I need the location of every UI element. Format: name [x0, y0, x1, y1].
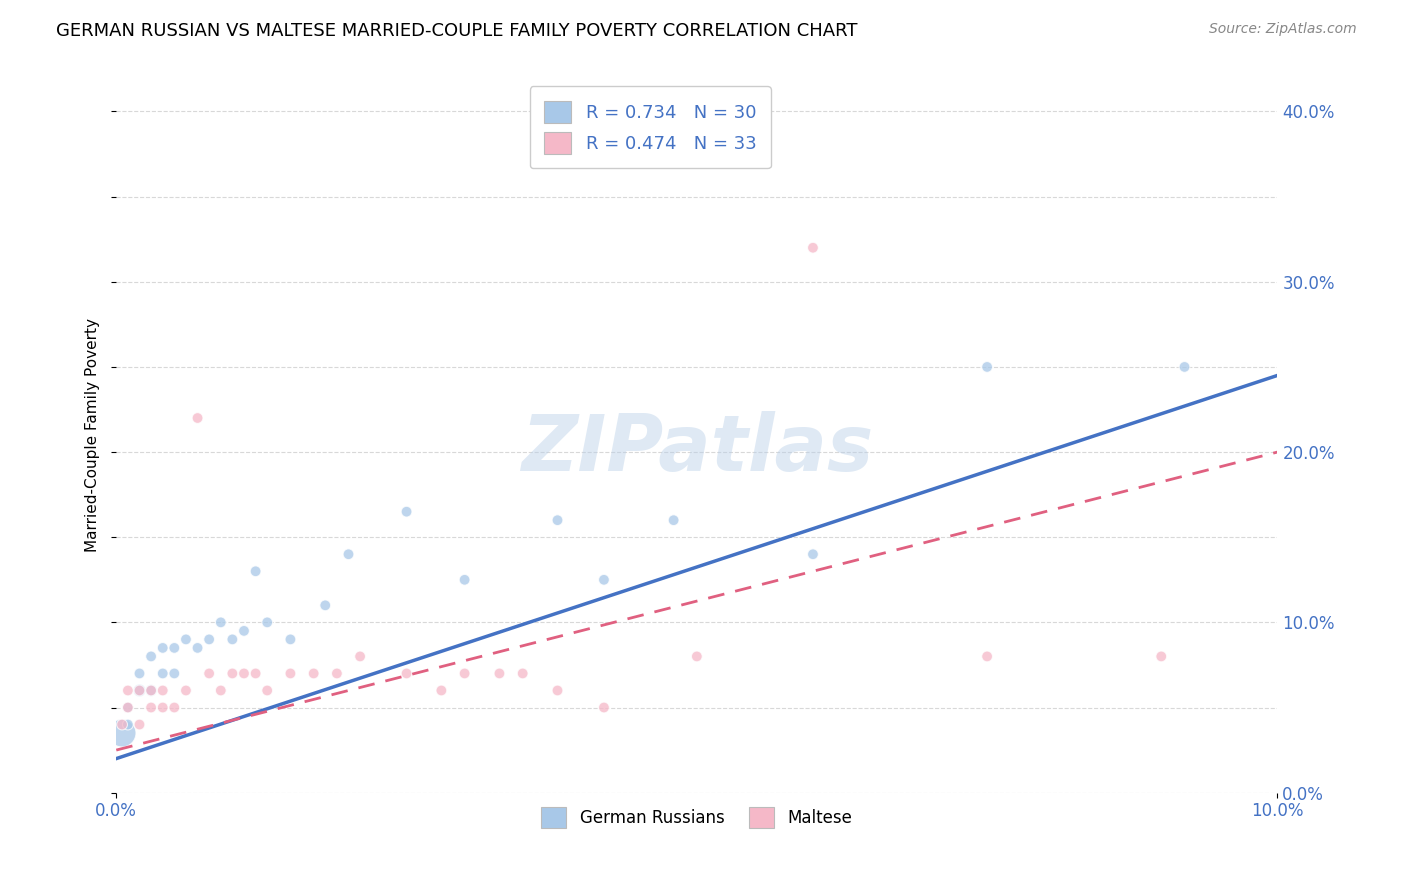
Point	[976, 359, 998, 374]
Point	[152, 640, 174, 655]
Point	[221, 632, 243, 647]
Text: GERMAN RUSSIAN VS MALTESE MARRIED-COUPLE FAMILY POVERTY CORRELATION CHART: GERMAN RUSSIAN VS MALTESE MARRIED-COUPLE…	[56, 22, 858, 40]
Point	[245, 666, 267, 681]
Point	[395, 505, 418, 519]
Point	[152, 666, 174, 681]
Point	[111, 726, 134, 740]
Point	[163, 666, 186, 681]
Point	[801, 241, 824, 255]
Point	[1150, 649, 1173, 664]
Point	[488, 666, 510, 681]
Point	[174, 683, 197, 698]
Text: ZIPatlas: ZIPatlas	[520, 411, 873, 487]
Point	[453, 666, 475, 681]
Point	[662, 513, 685, 527]
Point	[152, 683, 174, 698]
Point	[198, 632, 221, 647]
Point	[337, 547, 360, 561]
Point	[976, 649, 998, 664]
Point	[326, 666, 349, 681]
Point	[117, 700, 139, 714]
Point	[117, 717, 139, 731]
Point	[280, 632, 302, 647]
Point	[349, 649, 371, 664]
Point	[1173, 359, 1195, 374]
Point	[139, 700, 162, 714]
Point	[686, 649, 709, 664]
Point	[209, 683, 232, 698]
Point	[314, 599, 336, 613]
Point	[117, 683, 139, 698]
Point	[233, 666, 256, 681]
Text: Source: ZipAtlas.com: Source: ZipAtlas.com	[1209, 22, 1357, 37]
Point	[256, 615, 278, 630]
Point	[245, 564, 267, 578]
Point	[163, 700, 186, 714]
Point	[395, 666, 418, 681]
Point	[221, 666, 243, 681]
Point	[117, 700, 139, 714]
Point	[128, 683, 150, 698]
Point	[801, 547, 824, 561]
Point	[593, 573, 616, 587]
Point	[593, 700, 616, 714]
Point	[430, 683, 453, 698]
Point	[139, 649, 162, 664]
Point	[174, 632, 197, 647]
Point	[209, 615, 232, 630]
Point	[139, 683, 162, 698]
Point	[233, 624, 256, 638]
Point	[256, 683, 278, 698]
Point	[187, 411, 209, 425]
Point	[128, 683, 150, 698]
Point	[111, 717, 134, 731]
Legend: German Russians, Maltese: German Russians, Maltese	[534, 801, 859, 834]
Point	[128, 666, 150, 681]
Point	[453, 573, 475, 587]
Point	[163, 640, 186, 655]
Point	[198, 666, 221, 681]
Point	[280, 666, 302, 681]
Point	[139, 683, 162, 698]
Point	[512, 666, 534, 681]
Point	[302, 666, 325, 681]
Y-axis label: Married-Couple Family Poverty: Married-Couple Family Poverty	[86, 318, 100, 552]
Point	[152, 700, 174, 714]
Point	[547, 513, 569, 527]
Point	[547, 683, 569, 698]
Point	[128, 717, 150, 731]
Point	[187, 640, 209, 655]
